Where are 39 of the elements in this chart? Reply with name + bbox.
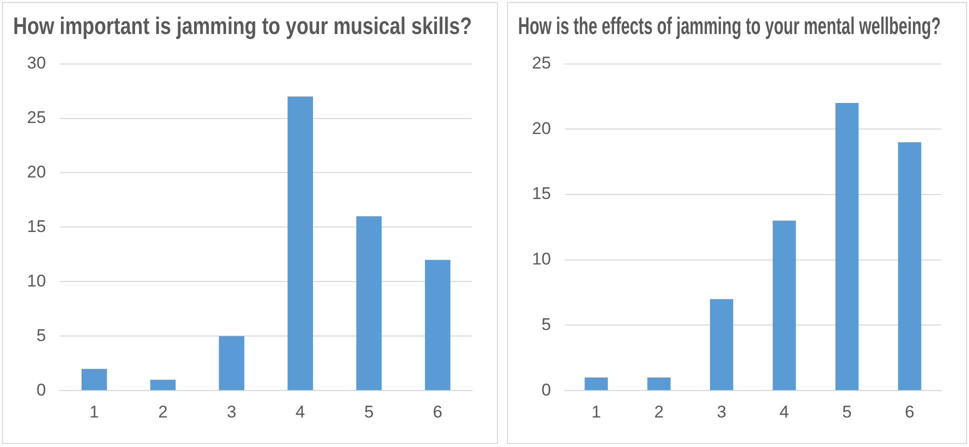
y-tick-label: 5 <box>36 326 46 345</box>
bar <box>772 220 796 390</box>
x-tick-label: 1 <box>592 402 601 422</box>
bar <box>584 378 608 390</box>
bar <box>356 216 382 390</box>
x-tick-label: 5 <box>364 402 374 422</box>
bar <box>647 378 671 390</box>
y-tick-label: 30 <box>26 53 46 72</box>
bar <box>150 380 176 390</box>
bar <box>835 103 859 390</box>
y-tick-label: 25 <box>532 53 551 72</box>
x-tick-label: 4 <box>296 402 306 422</box>
x-tick-label: 2 <box>158 402 168 422</box>
y-tick-label: 0 <box>541 380 551 400</box>
x-tick-label: 5 <box>842 402 852 422</box>
y-tick-label: 0 <box>36 380 46 400</box>
x-tick-label: 3 <box>226 402 236 422</box>
y-tick-label: 10 <box>26 271 46 290</box>
x-tick-label: 1 <box>90 402 99 422</box>
y-tick-label: 15 <box>26 216 46 236</box>
y-tick-label: 5 <box>541 314 551 334</box>
y-tick-label: 25 <box>26 108 46 127</box>
bar <box>898 142 922 390</box>
x-tick-label: 4 <box>780 402 790 422</box>
y-tick-label: 15 <box>532 184 551 204</box>
y-tick-label: 10 <box>532 250 551 269</box>
x-tick-label: 6 <box>904 402 914 422</box>
bar <box>288 96 313 390</box>
x-tick-label: 6 <box>432 402 442 422</box>
chart-title: How important is jamming to your musical skills? <box>13 12 472 40</box>
bar <box>424 260 450 390</box>
x-tick-label: 3 <box>716 402 726 422</box>
bar <box>218 336 244 390</box>
bar <box>710 299 734 390</box>
chart-title: How is the effects of jamming to your mental wellbeing? <box>518 14 941 40</box>
y-tick-label: 20 <box>532 118 551 138</box>
x-tick-label: 2 <box>654 402 664 422</box>
bar <box>82 368 107 390</box>
y-tick-label: 20 <box>26 162 46 182</box>
